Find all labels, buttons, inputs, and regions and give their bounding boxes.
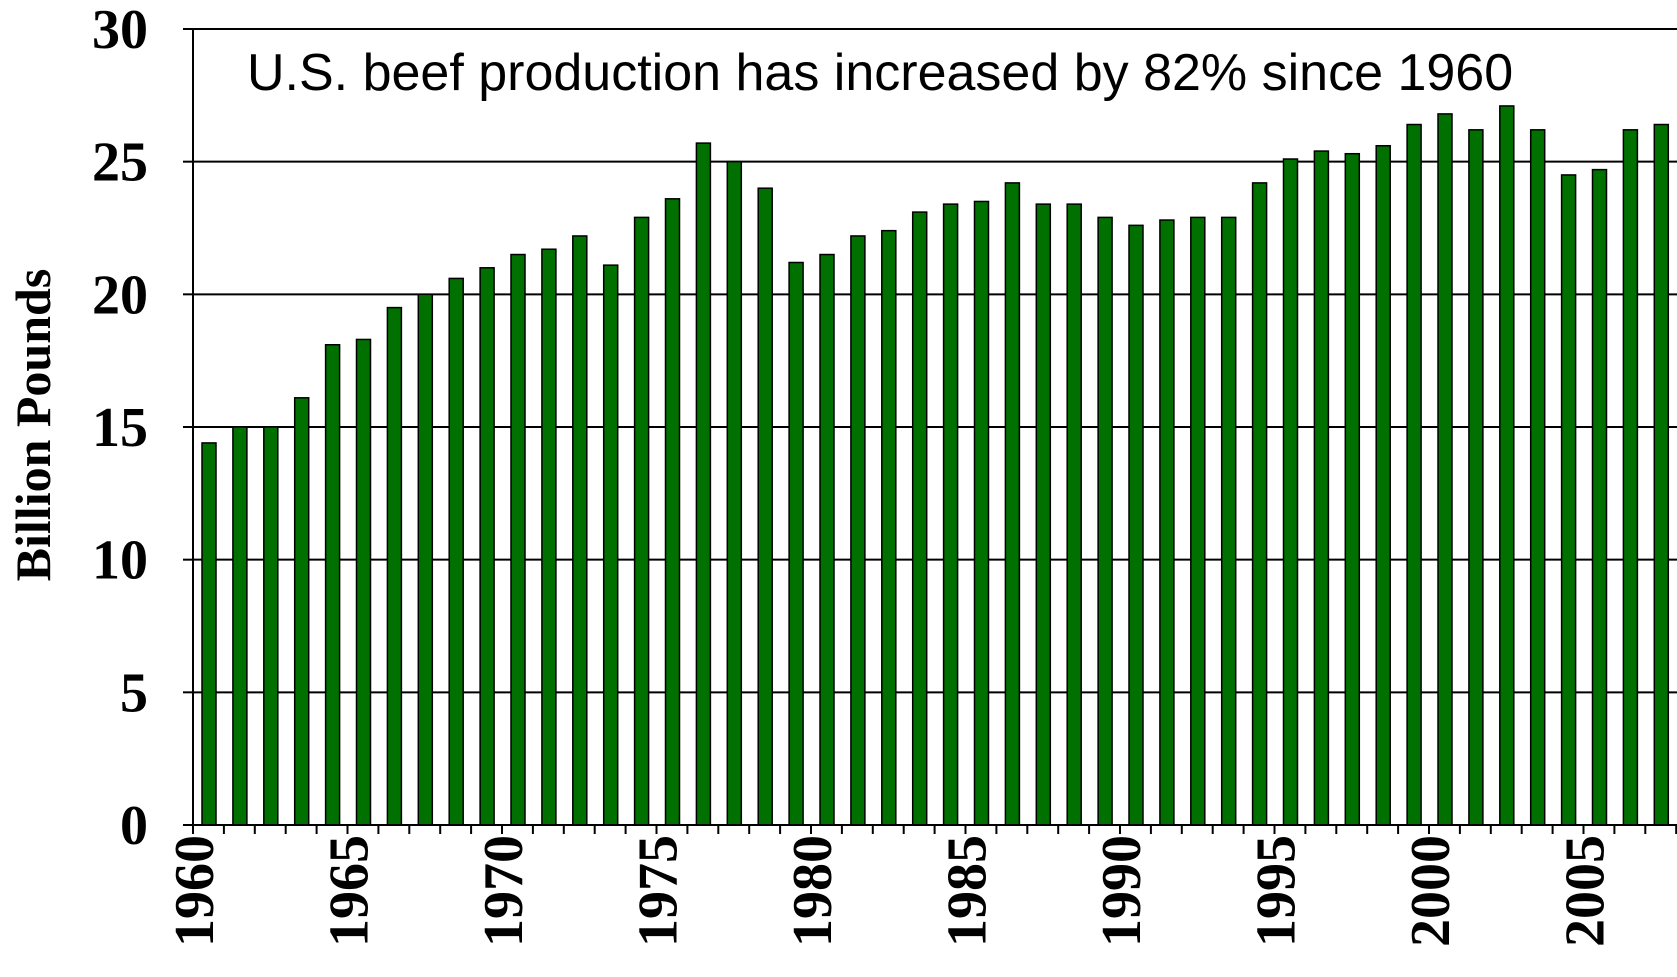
bar-1962 — [263, 426, 279, 826]
bar-1964 — [324, 343, 341, 826]
bar-1979 — [788, 261, 804, 826]
bar-1992 — [1190, 216, 1206, 826]
bar-2003 — [1529, 129, 1546, 826]
bar-1961 — [232, 426, 248, 826]
gridlines — [193, 28, 1677, 826]
y-tick-label: 5 — [120, 662, 148, 724]
bar-1998 — [1375, 144, 1391, 826]
bar-1972 — [572, 235, 588, 826]
bar-1975 — [664, 198, 681, 826]
x-tick-label: 1960 — [164, 835, 226, 947]
bar-1989 — [1097, 216, 1113, 826]
bar-1986 — [1004, 182, 1021, 826]
bar-2001 — [1468, 129, 1484, 826]
bar-1991 — [1159, 219, 1175, 826]
bar-2002 — [1499, 105, 1515, 826]
bar-1984 — [942, 203, 959, 826]
bars-group — [201, 105, 1670, 826]
bar-1982 — [881, 229, 897, 826]
x-tick-label: 2005 — [1555, 835, 1617, 947]
bar-1985 — [973, 200, 990, 826]
bar-1968 — [448, 277, 464, 826]
x-tick-label: 2000 — [1400, 835, 1462, 947]
y-tick-label: 0 — [120, 795, 148, 857]
bar-1973 — [602, 264, 619, 826]
bar-1977 — [726, 160, 743, 826]
bar-1963 — [293, 397, 310, 826]
bar-1999 — [1406, 123, 1422, 826]
x-tick-label: 1965 — [319, 835, 381, 947]
x-tick-label: 1995 — [1246, 835, 1308, 947]
x-tick-label: 1970 — [473, 835, 535, 947]
bar-1960 — [201, 442, 217, 826]
chart-title: U.S. beef production has increased by 82… — [247, 44, 1513, 102]
bar-1990 — [1128, 224, 1144, 826]
x-tick-label: 1985 — [937, 835, 999, 947]
y-tick-label: 10 — [92, 530, 148, 592]
bar-1983 — [911, 211, 928, 826]
bar-1997 — [1344, 152, 1361, 826]
bar-1981 — [850, 235, 866, 826]
x-tick-label: 1990 — [1091, 835, 1153, 947]
bar-2005 — [1591, 168, 1608, 826]
x-tick-labels: 1960 1965 1970 1975 1980 1985 1990 1995 2000 2005 — [164, 835, 1617, 947]
y-tick-label: 25 — [92, 132, 148, 194]
bar-2007 — [1653, 123, 1670, 826]
bar-1988 — [1066, 203, 1082, 826]
axes — [183, 28, 1677, 834]
x-tick-label: 1980 — [782, 835, 844, 947]
bar-1966 — [386, 306, 403, 826]
bar-1974 — [633, 216, 650, 826]
bar-1995 — [1282, 158, 1299, 826]
bar-1987 — [1035, 203, 1052, 826]
bar-1976 — [695, 142, 712, 826]
y-axis-label: Billion Pounds — [5, 269, 61, 582]
bar-1994 — [1251, 182, 1268, 826]
bar-1967 — [417, 293, 434, 826]
bar-2000 — [1437, 113, 1453, 826]
x-tick-label: 1975 — [628, 835, 690, 947]
y-tick-label: 20 — [92, 264, 148, 326]
bar-2006 — [1622, 129, 1639, 826]
bar-1993 — [1220, 216, 1237, 826]
bar-1970 — [510, 253, 526, 826]
bar-1969 — [479, 267, 495, 826]
bar-1965 — [355, 338, 372, 826]
bar-2004 — [1560, 174, 1577, 826]
bar-1980 — [819, 253, 835, 826]
bar-1978 — [757, 187, 773, 826]
y-tick-labels: 0 5 10 15 20 25 30 — [92, 0, 148, 857]
y-tick-label: 15 — [92, 397, 148, 459]
bar-1971 — [541, 248, 557, 826]
y-tick-label: 30 — [92, 0, 148, 61]
bar-1996 — [1313, 150, 1330, 826]
